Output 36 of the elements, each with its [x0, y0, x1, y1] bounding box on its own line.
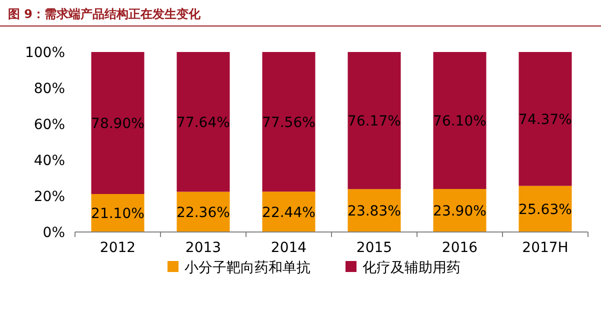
x-tick-label: 2014: [270, 240, 307, 256]
data-label: 23.83%: [348, 204, 401, 220]
x-tick-label: 2017H: [522, 240, 568, 256]
chart-title: 图 9：需求端产品结构正在发生变化: [8, 7, 202, 21]
bar: [262, 52, 316, 192]
data-label: 77.64%: [176, 114, 230, 131]
bar: [433, 52, 486, 189]
data-label: 21.10%: [91, 206, 144, 222]
y-tick-label: 40%: [34, 153, 65, 169]
bar: [176, 52, 230, 192]
x-tick-label: 2012: [100, 240, 136, 256]
x-tick-label: 2015: [356, 240, 392, 256]
data-label: 77.56%: [262, 114, 316, 131]
y-tick-label: 80%: [34, 81, 65, 97]
x-tick-label: 2016: [442, 240, 478, 256]
data-label: 76.17%: [348, 114, 401, 130]
bar: [348, 189, 401, 232]
y-tick-label: 20%: [34, 189, 65, 205]
data-label: 22.36%: [176, 204, 230, 221]
data-label: 22.44%: [262, 204, 316, 221]
bar: [91, 52, 144, 194]
data-label: 78.90%: [91, 116, 144, 132]
y-tick-label: 0%: [42, 225, 65, 241]
data-label: 76.10%: [433, 113, 486, 130]
y-tick-label: 100%: [24, 45, 65, 61]
y-tick-label: 60%: [34, 117, 65, 133]
data-label: 25.63%: [518, 202, 572, 218]
x-tick-label: 2013: [185, 240, 222, 256]
bar: [348, 52, 401, 190]
bar: [262, 192, 316, 232]
bar: [518, 186, 572, 232]
data-label: 23.90%: [433, 203, 486, 220]
data-label: 74.37%: [518, 112, 572, 128]
legend-label: 小分子靶向药和单抗: [184, 260, 310, 276]
legend-label: 化疗及辅助用药: [362, 260, 460, 276]
bar: [518, 52, 572, 186]
